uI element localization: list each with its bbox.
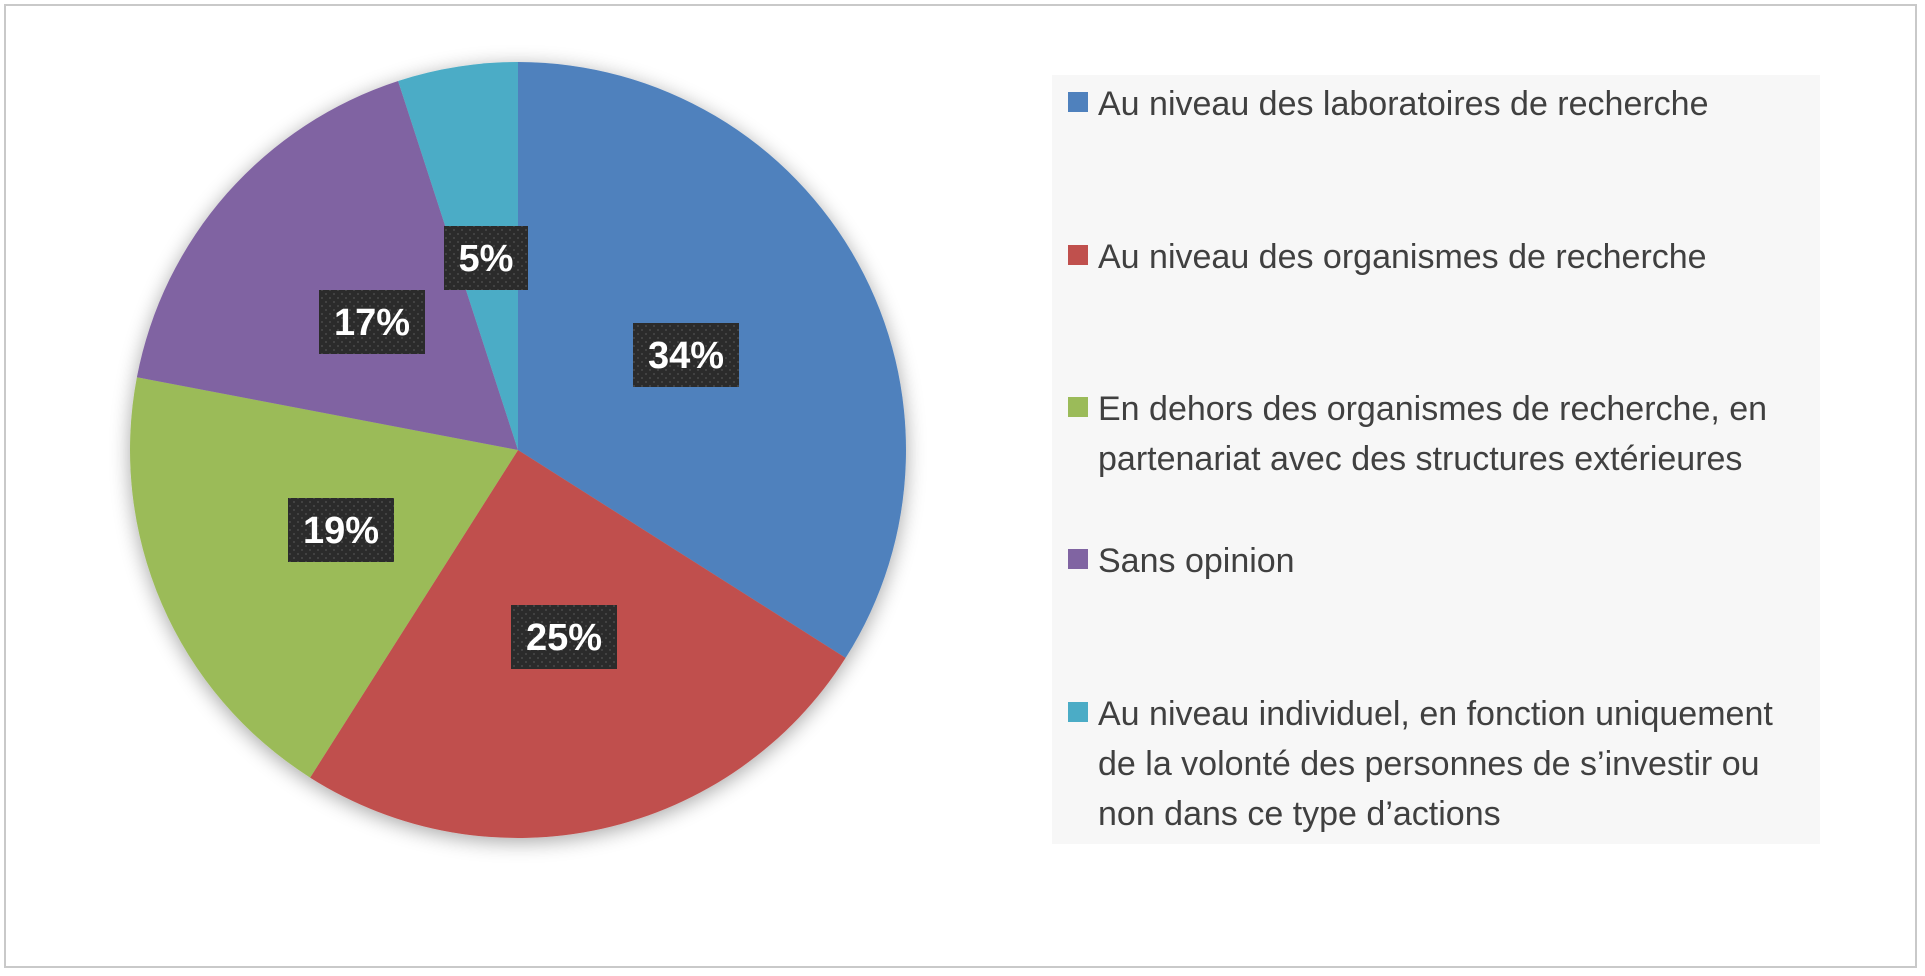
legend-label: Au niveau des laboratoires de recherche	[1098, 85, 1709, 123]
data-label: 25%	[526, 617, 602, 659]
pie-slice	[136, 80, 518, 450]
data-label-box	[511, 605, 617, 669]
data-label-box	[319, 290, 425, 354]
data-label: 34%	[648, 335, 724, 377]
legend-swatch	[1068, 549, 1088, 569]
legend-label: Sans opinion	[1098, 542, 1295, 580]
data-label: 19%	[303, 510, 379, 552]
data-label-box	[288, 498, 394, 562]
legend-swatch	[1068, 397, 1088, 417]
legend-label: Au niveau individuel, en fonction unique…	[1098, 695, 1773, 833]
legend-label: Au niveau des organismes de recherche	[1098, 238, 1707, 276]
legend-swatch	[1068, 702, 1088, 722]
data-label-box	[633, 323, 739, 387]
pie-slices	[130, 62, 906, 838]
legend-swatch	[1068, 92, 1088, 112]
data-label-box	[444, 226, 528, 290]
legend: Au niveau des laboratoires de recherche …	[1052, 75, 1820, 844]
legend-swatch	[1068, 245, 1088, 265]
legend-label: En dehors des organismes de recherche, e…	[1098, 390, 1768, 478]
pie-slice	[130, 377, 519, 778]
data-label: 17%	[334, 302, 410, 344]
pie-data-labels: 34% 25% 19% 17% 5%	[288, 226, 739, 669]
data-label: 5%	[459, 238, 514, 280]
